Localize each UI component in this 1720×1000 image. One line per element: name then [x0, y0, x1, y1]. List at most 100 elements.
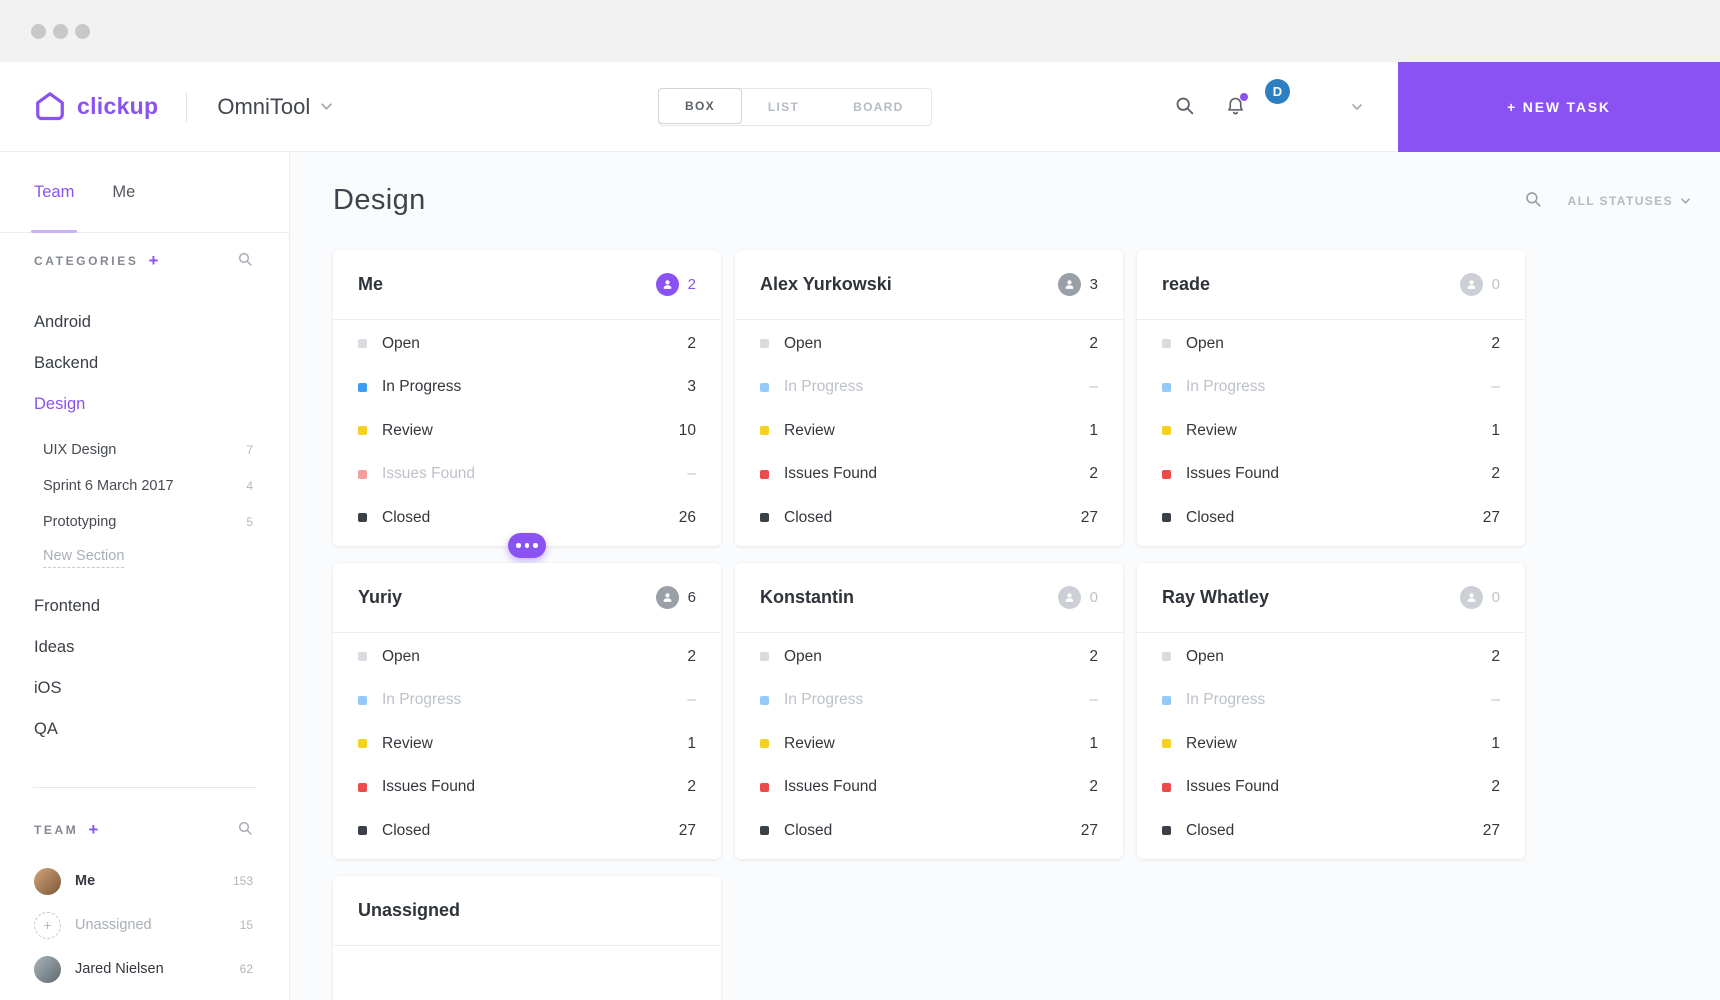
- status-row[interactable]: Issues Found 2: [358, 766, 696, 810]
- status-color-square: [1162, 469, 1171, 479]
- sidebar-team-member[interactable]: Me 153: [0, 859, 289, 903]
- status-color-square: [760, 339, 769, 349]
- status-count: 1: [1089, 421, 1098, 439]
- team-search-button[interactable]: [237, 820, 253, 839]
- status-row[interactable]: Closed 27: [358, 809, 696, 853]
- sidebar-category-item[interactable]: iOS: [0, 668, 289, 709]
- sidebar-tab-team[interactable]: Team: [30, 152, 78, 233]
- content-tools: ALL STATUSES: [1524, 190, 1690, 211]
- status-count: 3: [687, 378, 696, 396]
- add-member-button[interactable]: +: [88, 820, 99, 839]
- status-count: 2: [1089, 334, 1098, 352]
- status-row[interactable]: In Progress –: [1162, 679, 1500, 723]
- status-filter-label: ALL STATUSES: [1567, 193, 1673, 208]
- search-icon: [237, 820, 253, 839]
- status-count: –: [687, 691, 696, 709]
- sidebar-category-item[interactable]: QA: [0, 709, 289, 750]
- status-row[interactable]: Open 2: [1162, 322, 1500, 366]
- sidebar: Team Me CATEGORIES + Android Backend Des…: [0, 152, 290, 1000]
- board-search-button[interactable]: [1524, 190, 1542, 211]
- status-row[interactable]: Issues Found 2: [1162, 453, 1500, 497]
- new-task-button[interactable]: + NEW TASK: [1398, 61, 1720, 152]
- status-row[interactable]: Review 1: [760, 409, 1098, 453]
- status-row[interactable]: Open 2: [358, 635, 696, 679]
- clickup-logo-icon: [36, 91, 64, 120]
- sidebar-team-member[interactable]: Jared Nielsen 62: [0, 947, 289, 991]
- assignee-card: Konstantin 0 Open 2 In Progress – Review…: [735, 563, 1123, 859]
- sidebar-category-item[interactable]: Frontend: [0, 586, 289, 627]
- sidebar-category-item[interactable]: Backend: [0, 343, 289, 384]
- categories-search-button[interactable]: [237, 251, 253, 270]
- view-tab-board[interactable]: BOARD: [826, 89, 931, 125]
- avatar: [34, 955, 61, 983]
- sidebar-category-item[interactable]: Design: [0, 384, 289, 425]
- status-row[interactable]: Review 1: [760, 722, 1098, 766]
- status-row[interactable]: Closed 27: [760, 496, 1098, 540]
- sidebar-category-item[interactable]: New Section: [0, 540, 289, 576]
- status-row[interactable]: Open 2: [760, 322, 1098, 366]
- sidebar-category-item[interactable]: UIX Design 7: [0, 432, 289, 468]
- chevron-down-icon[interactable]: [1352, 103, 1362, 110]
- status-row[interactable]: Issues Found –: [358, 453, 696, 497]
- status-row[interactable]: Issues Found 2: [760, 766, 1098, 810]
- sidebar-category-item[interactable]: Ideas: [0, 627, 289, 668]
- status-row[interactable]: Closed 26: [358, 496, 696, 540]
- status-filter-dropdown[interactable]: ALL STATUSES: [1568, 194, 1690, 208]
- status-row[interactable]: In Progress –: [1162, 366, 1500, 410]
- card-task-count-wrap: 0: [1459, 586, 1500, 609]
- card-task-count: 2: [687, 276, 696, 293]
- status-label: In Progress: [382, 691, 462, 709]
- card-task-count-wrap: 3: [1057, 273, 1098, 296]
- notifications-button[interactable]: [1225, 92, 1248, 119]
- sidebar-tab-me[interactable]: Me: [112, 182, 136, 201]
- team-list: Me 153 Unassigned 15 Jared Nielsen 62: [0, 859, 289, 1000]
- status-row[interactable]: Review 10: [358, 409, 696, 453]
- status-row[interactable]: In Progress –: [760, 366, 1098, 410]
- view-tab-list[interactable]: LIST: [741, 89, 826, 125]
- member-task-count: 15: [239, 918, 253, 932]
- status-row[interactable]: In Progress –: [358, 679, 696, 723]
- status-count: –: [1491, 378, 1500, 396]
- view-tab-box[interactable]: BOX: [658, 87, 742, 124]
- status-rows: Open 2 In Progress – Review 1 Issues Fou…: [1137, 320, 1525, 540]
- status-row[interactable]: Review 1: [1162, 409, 1500, 453]
- status-label: Issues Found: [1186, 778, 1280, 796]
- status-row[interactable]: Closed 27: [760, 809, 1098, 853]
- sidebar-category-item[interactable]: Sprint 6 March 2017 4: [0, 468, 289, 504]
- user-menu[interactable]: D: [1265, 78, 1322, 130]
- status-row[interactable]: Open 2: [358, 322, 696, 366]
- assignee-card: Yuriy 6 Open 2 In Progress – Review 1 Is…: [333, 563, 721, 859]
- card-actions-button[interactable]: [508, 533, 546, 558]
- card-assignee-name: Alex Yurkowski: [760, 274, 892, 294]
- status-label: Issues Found: [382, 778, 476, 796]
- status-row[interactable]: Open 2: [760, 635, 1098, 679]
- assignee-card: Unassigned: [333, 876, 721, 1000]
- status-row[interactable]: In Progress –: [760, 679, 1098, 723]
- status-row[interactable]: Closed 27: [1162, 809, 1500, 853]
- person-icon: [1057, 586, 1081, 609]
- sidebar-team-member[interactable]: [0, 991, 289, 1000]
- search-button[interactable]: [1174, 95, 1195, 119]
- category-label: Frontend: [34, 597, 101, 615]
- sidebar-category-item[interactable]: Android: [0, 302, 289, 343]
- app-header: clickup OmniTool BOX LIST BOARD D + NEW TA…: [0, 61, 1720, 152]
- add-category-button[interactable]: +: [148, 251, 159, 270]
- status-row[interactable]: Review 1: [358, 722, 696, 766]
- member-name: Jared Nielsen: [75, 961, 164, 977]
- status-color-square: [760, 826, 769, 836]
- status-row[interactable]: Closed 27: [1162, 496, 1500, 540]
- member-name: Unassigned: [75, 917, 152, 933]
- assignee-card: Me 2 Open 2 In Progress 3 Review 10 Issu…: [333, 250, 721, 558]
- status-color-square: [358, 826, 367, 836]
- status-label: In Progress: [382, 378, 462, 396]
- status-label: Closed: [382, 508, 431, 526]
- workspace-switcher[interactable]: OmniTool: [217, 94, 333, 120]
- status-row[interactable]: In Progress 3: [358, 366, 696, 410]
- sidebar-team-member[interactable]: Unassigned 15: [0, 903, 289, 947]
- status-row[interactable]: Issues Found 2: [1162, 766, 1500, 810]
- status-row[interactable]: Review 1: [1162, 722, 1500, 766]
- sidebar-category-item[interactable]: Prototyping 5: [0, 504, 289, 540]
- status-row[interactable]: Issues Found 2: [760, 453, 1098, 497]
- window-dot: [75, 23, 90, 39]
- status-row[interactable]: Open 2: [1162, 635, 1500, 679]
